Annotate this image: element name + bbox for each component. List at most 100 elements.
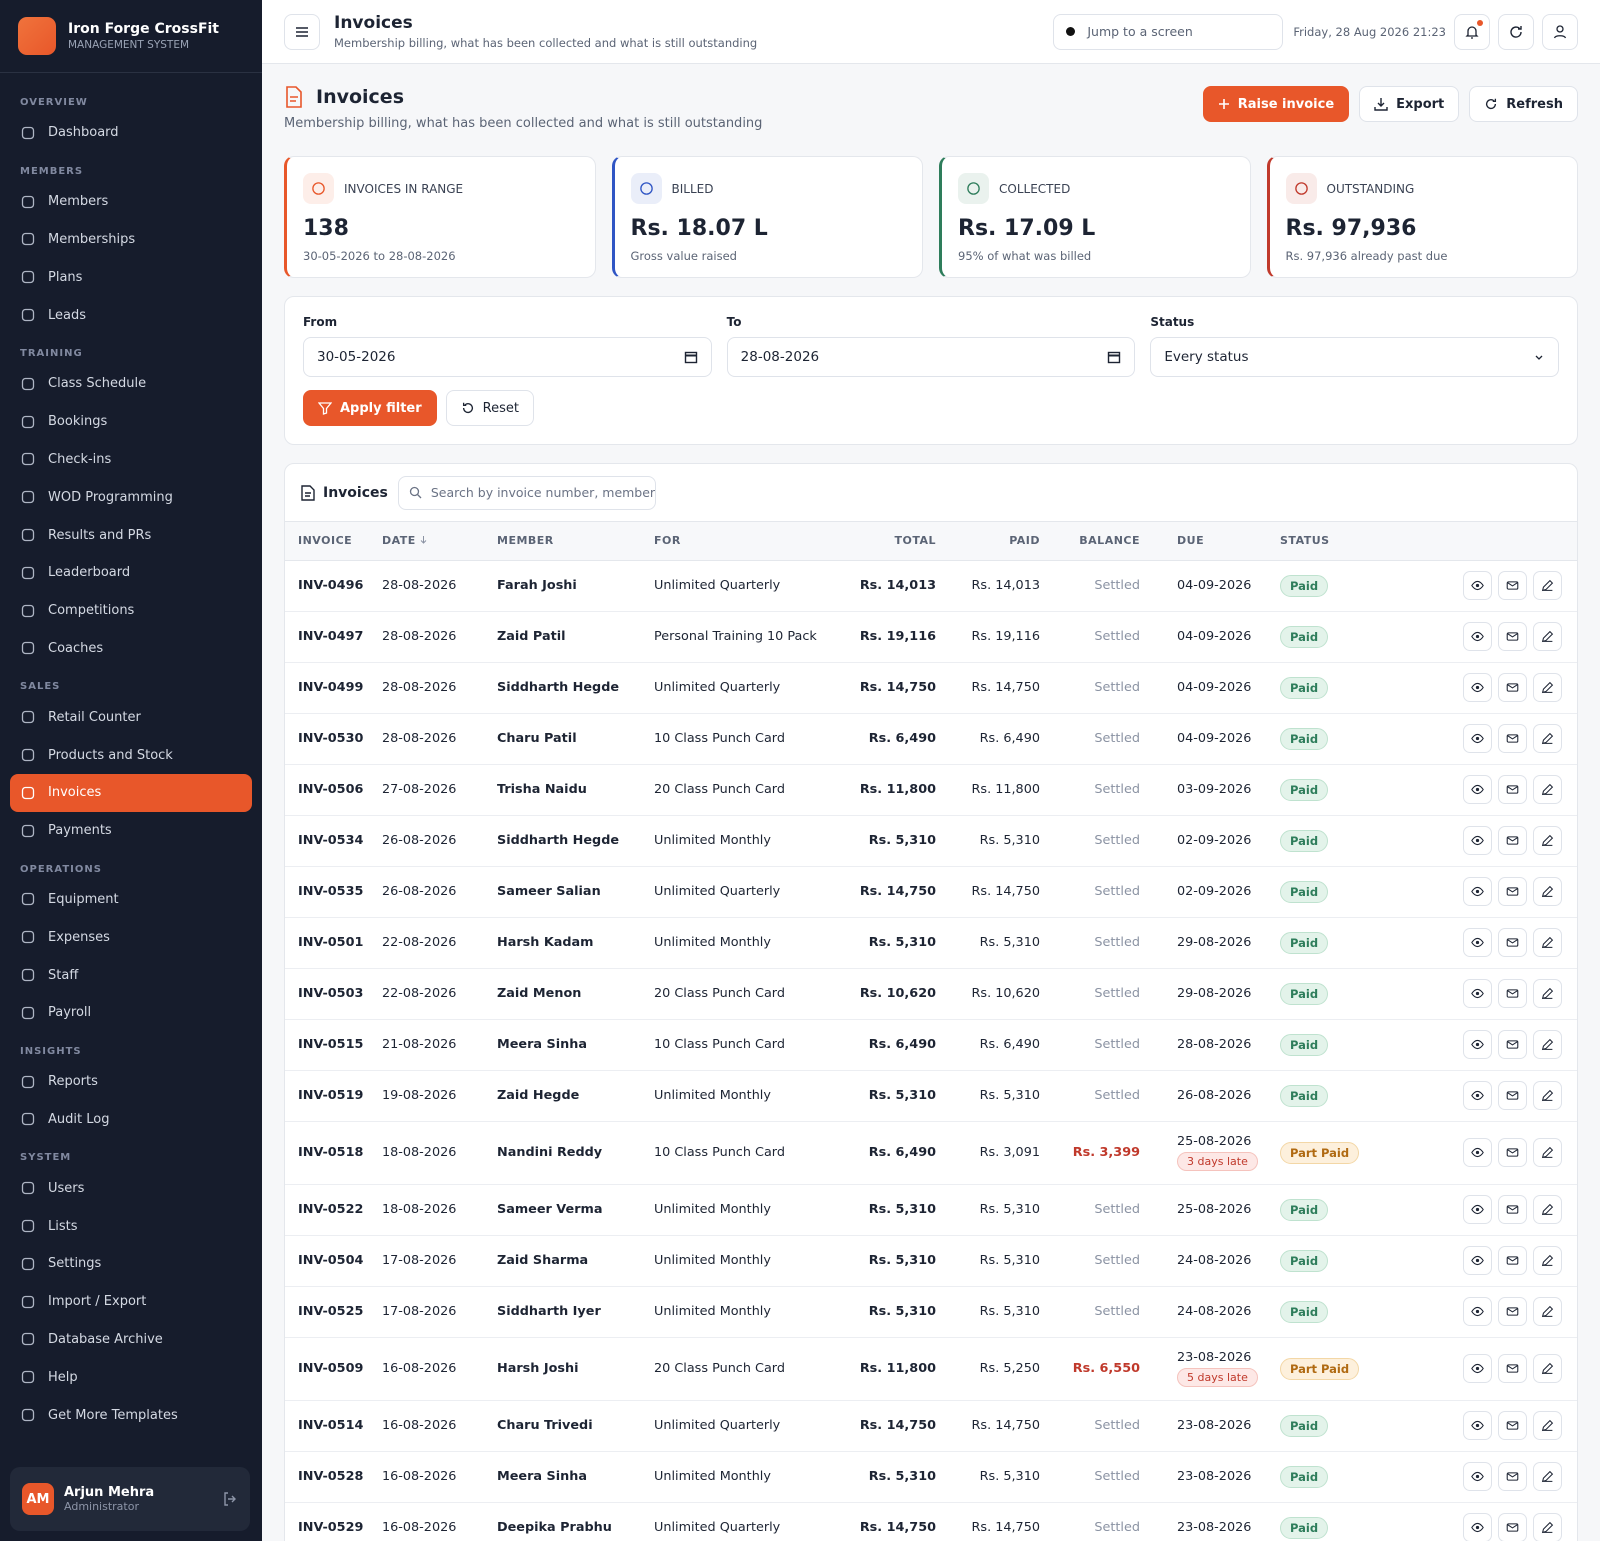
edit-button[interactable]: [1533, 1030, 1562, 1059]
invoice-row[interactable]: INV-0529 16-08-2026 Deepika Prabhu Unlimite…: [285, 1502, 1577, 1541]
view-button[interactable]: [1463, 622, 1492, 651]
edit-button[interactable]: [1533, 826, 1562, 855]
nav-item[interactable]: Settings: [10, 1245, 252, 1283]
invoice-row[interactable]: INV-0509 16-08-2026 Harsh Joshi 20 Class Pu…: [285, 1337, 1577, 1401]
view-button[interactable]: [1463, 1030, 1492, 1059]
table-search[interactable]: Search by invoice number, member o: [397, 475, 656, 510]
nav-item[interactable]: Coaches: [10, 630, 252, 668]
invoice-row[interactable]: INV-0514 16-08-2026 Charu Trivedi Unlimited…: [285, 1400, 1577, 1452]
edit-button[interactable]: [1533, 571, 1562, 600]
edit-button[interactable]: [1533, 877, 1562, 906]
export-button[interactable]: Export: [1359, 86, 1460, 122]
edit-button[interactable]: [1533, 1081, 1562, 1110]
view-button[interactable]: [1463, 979, 1492, 1008]
view-button[interactable]: [1463, 1462, 1492, 1491]
email-button[interactable]: [1498, 622, 1527, 651]
view-button[interactable]: [1463, 1195, 1492, 1224]
view-button[interactable]: [1463, 1411, 1492, 1440]
email-button[interactable]: [1498, 775, 1527, 804]
view-button[interactable]: [1463, 775, 1492, 804]
reset-button[interactable]: Reset: [445, 390, 534, 426]
profile-button[interactable]: [1542, 13, 1578, 50]
view-button[interactable]: [1463, 1513, 1492, 1541]
view-button[interactable]: [1463, 1138, 1492, 1167]
email-button[interactable]: [1498, 826, 1527, 855]
to-input[interactable]: 28-08-2026: [726, 337, 1136, 377]
raise-invoice-button[interactable]: Raise invoice: [1202, 86, 1350, 122]
edit-button[interactable]: [1533, 1246, 1562, 1275]
nav-item[interactable]: Class Schedule: [10, 365, 252, 403]
invoice-row[interactable]: INV-0496 28-08-2026 Farah Joshi Unlimited Q…: [285, 560, 1577, 612]
nav-item[interactable]: Products and Stock: [10, 736, 252, 774]
notifications-button[interactable]: [1454, 13, 1490, 50]
email-button[interactable]: [1498, 724, 1527, 753]
edit-button[interactable]: [1533, 1513, 1562, 1541]
invoice-row[interactable]: INV-0501 22-08-2026 Harsh Kadam Unlimited M…: [285, 917, 1577, 969]
edit-button[interactable]: [1533, 979, 1562, 1008]
view-button[interactable]: [1463, 877, 1492, 906]
nav-item[interactable]: Memberships: [10, 221, 252, 259]
view-button[interactable]: [1463, 1297, 1492, 1326]
nav-item[interactable]: Import / Export: [10, 1283, 252, 1321]
edit-button[interactable]: [1533, 775, 1562, 804]
invoice-row[interactable]: INV-0525 17-08-2026 Siddharth Iyer Unlimite…: [285, 1286, 1577, 1338]
edit-button[interactable]: [1533, 1297, 1562, 1326]
email-button[interactable]: [1498, 1354, 1527, 1383]
edit-button[interactable]: [1533, 724, 1562, 753]
edit-button[interactable]: [1533, 1195, 1562, 1224]
from-input[interactable]: 30-05-2026: [303, 337, 712, 377]
view-button[interactable]: [1463, 673, 1492, 702]
nav-item[interactable]: Users: [10, 1169, 252, 1207]
invoice-row[interactable]: INV-0499 28-08-2026 Siddharth Hegde Unlimit…: [285, 662, 1577, 714]
view-button[interactable]: [1463, 1081, 1492, 1110]
nav-item[interactable]: Dashboard: [10, 114, 252, 152]
apply-filter-button[interactable]: Apply filter: [303, 390, 437, 426]
edit-button[interactable]: [1533, 1411, 1562, 1440]
invoice-row[interactable]: INV-0503 22-08-2026 Zaid Menon 20 Class Pun…: [285, 968, 1577, 1020]
view-button[interactable]: [1463, 826, 1492, 855]
nav-item[interactable]: Leaderboard: [10, 554, 252, 592]
invoice-row[interactable]: INV-0522 18-08-2026 Sameer Verma Unlimited …: [285, 1184, 1577, 1236]
edit-button[interactable]: [1533, 622, 1562, 651]
invoice-row[interactable]: INV-0515 21-08-2026 Meera Sinha 10 Class Pu…: [285, 1019, 1577, 1071]
view-button[interactable]: [1463, 1246, 1492, 1275]
nav-item[interactable]: Invoices: [10, 773, 252, 812]
nav-item[interactable]: Equipment: [10, 881, 252, 919]
email-button[interactable]: [1498, 1030, 1527, 1059]
email-button[interactable]: [1498, 1138, 1527, 1167]
view-button[interactable]: [1463, 571, 1492, 600]
edit-button[interactable]: [1533, 928, 1562, 957]
edit-button[interactable]: [1533, 1354, 1562, 1383]
nav-item[interactable]: Get More Templates: [10, 1396, 252, 1434]
nav-item[interactable]: Lists: [10, 1207, 252, 1245]
view-button[interactable]: [1463, 1354, 1492, 1383]
view-button[interactable]: [1463, 724, 1492, 753]
nav-item[interactable]: Database Archive: [10, 1321, 252, 1359]
status-select[interactable]: Every status: [1150, 337, 1560, 377]
nav-item[interactable]: Competitions: [10, 592, 252, 630]
logout-icon[interactable]: [222, 1491, 238, 1507]
email-button[interactable]: [1498, 1081, 1527, 1110]
nav-item[interactable]: Staff: [10, 956, 252, 994]
nav-item[interactable]: Expenses: [10, 918, 252, 956]
nav-item[interactable]: Members: [10, 183, 252, 221]
nav-item[interactable]: Plans: [10, 258, 252, 296]
email-button[interactable]: [1498, 1246, 1527, 1275]
email-button[interactable]: [1498, 928, 1527, 957]
brand[interactable]: Iron Forge CrossFit MANAGEMENT SYSTEM: [0, 0, 262, 73]
invoice-row[interactable]: INV-0518 18-08-2026 Nandini Reddy 10 Class …: [285, 1121, 1577, 1185]
jump-search[interactable]: Jump to a screen: [1053, 13, 1284, 50]
invoice-row[interactable]: INV-0497 28-08-2026 Zaid Patil Personal Tra…: [285, 611, 1577, 663]
email-button[interactable]: [1498, 1195, 1527, 1224]
nav-item[interactable]: Bookings: [10, 403, 252, 441]
edit-button[interactable]: [1533, 1138, 1562, 1167]
email-button[interactable]: [1498, 1411, 1527, 1440]
nav-item[interactable]: Payments: [10, 812, 252, 850]
email-button[interactable]: [1498, 877, 1527, 906]
nav-item[interactable]: Payroll: [10, 994, 252, 1032]
nav-item[interactable]: Leads: [10, 296, 252, 334]
nav-item[interactable]: Retail Counter: [10, 698, 252, 736]
invoice-row[interactable]: INV-0534 26-08-2026 Siddharth Hegde Unlimit…: [285, 815, 1577, 867]
email-button[interactable]: [1498, 1513, 1527, 1541]
edit-button[interactable]: [1533, 673, 1562, 702]
